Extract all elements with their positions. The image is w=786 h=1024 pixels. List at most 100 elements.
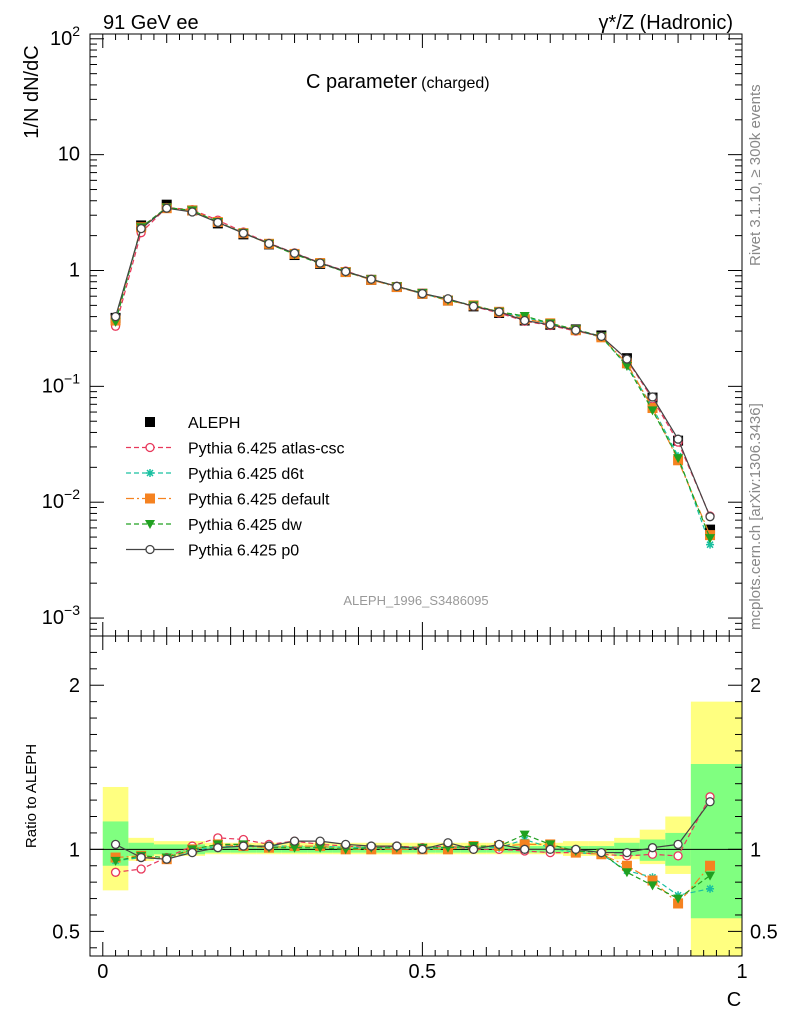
legend-marker-2 — [146, 469, 154, 477]
ratio-ytick-label: 2 — [69, 675, 80, 697]
ratio-ytick-label-right: 0.5 — [750, 921, 778, 943]
ratio-point-4 — [110, 839, 121, 850]
mcplots-label: mcplots.cern.ch [arXiv:1306.3436] — [747, 403, 764, 630]
main-point-5 — [289, 248, 300, 258]
main-line-4 — [115, 206, 711, 539]
uncertainty-bands — [102, 701, 742, 956]
title-sub: (charged) — [421, 75, 489, 92]
main-point-5 — [366, 274, 376, 284]
ratio-point-4 — [315, 836, 325, 846]
main-point-5 — [494, 307, 504, 317]
ratio-point-4 — [264, 841, 274, 851]
ratio-point-4 — [366, 841, 376, 851]
ratio-ytick-label-right: 2 — [750, 675, 761, 697]
ratio-point-4 — [468, 844, 479, 854]
main-ytick-label: 10−3 — [42, 602, 80, 629]
main-point-5 — [341, 266, 351, 277]
ratio-point-2 — [647, 875, 658, 886]
ratio-point-4 — [136, 852, 146, 863]
main-point-2 — [706, 540, 715, 549]
main-point-5 — [571, 325, 581, 335]
main-point-4 — [647, 406, 658, 416]
ratio-point-4 — [647, 843, 658, 853]
ratio-point-3 — [705, 871, 716, 881]
ratio-point-4 — [494, 839, 504, 850]
main-ytick-label: 10 — [58, 144, 80, 166]
ratio-point-3 — [647, 881, 658, 891]
ratio-point-4 — [238, 841, 249, 851]
main-point-5 — [162, 203, 172, 213]
main-panel-series — [110, 199, 716, 549]
band-green-23 — [690, 764, 742, 919]
legend-label-1: Pythia 6.425 atlas-csc — [188, 441, 345, 458]
ratio-line-0 — [115, 796, 711, 873]
main-point-5 — [622, 354, 632, 364]
analysis-label: ALEPH_1996_S3486095 — [343, 593, 488, 608]
ratio-point-3 — [289, 843, 300, 853]
ratio-ylabel: Ratio to ALEPH — [23, 744, 40, 848]
ratio-ytick-label-right: 1 — [750, 839, 761, 861]
rivet-label: Rivet 3.1.10, ≥ 300k events — [747, 84, 764, 266]
ratio-point-4 — [545, 844, 555, 854]
ratio-frame — [89, 635, 743, 957]
ratio-point-4 — [520, 844, 530, 854]
ratio-point-4 — [162, 854, 172, 864]
ratio-point-0 — [110, 867, 121, 877]
ratio-point-4 — [341, 839, 351, 850]
ratio-point-3 — [621, 868, 632, 878]
ratio-point-3 — [110, 856, 121, 866]
main-point-5 — [392, 281, 402, 291]
legend-label-4: Pythia 6.425 dw — [188, 517, 302, 534]
ratio-point-1 — [706, 884, 715, 893]
ratio-point-4 — [213, 843, 223, 853]
xtick-label: 1 — [736, 961, 747, 983]
ratio-point-4 — [622, 847, 632, 858]
header-left: 91 GeV ee — [103, 12, 199, 34]
ratio-point-4 — [705, 797, 715, 807]
main-point-5 — [468, 301, 479, 312]
main-point-5 — [238, 228, 249, 238]
main-point-4 — [705, 534, 716, 544]
main-point-5 — [520, 315, 530, 326]
legend-marker-5 — [145, 544, 155, 555]
ratio-point-4 — [392, 841, 402, 851]
main-point-5 — [705, 512, 715, 522]
ratio-point-2 — [621, 860, 632, 871]
main-point-5 — [647, 392, 658, 402]
ratio-point-4 — [289, 836, 300, 846]
main-ytick-label: 10−2 — [42, 486, 80, 513]
main-point-5 — [443, 294, 453, 304]
legend-marker-0 — [145, 417, 155, 427]
legend-marker-3 — [145, 493, 155, 504]
ratio-panel-series — [110, 792, 716, 909]
main-point-5 — [545, 320, 555, 330]
main-point-5 — [596, 331, 607, 342]
ratio-point-4 — [187, 847, 197, 858]
main-point-4 — [621, 361, 632, 371]
title-main: C parameter — [306, 71, 417, 93]
ratio-point-0 — [673, 851, 683, 861]
main-point-0 — [705, 524, 716, 535]
main-ytick-label: 102 — [50, 23, 80, 50]
legend-label-2: Pythia 6.425 d6t — [188, 466, 304, 483]
ratio-point-0 — [136, 864, 146, 874]
legend: ALEPH Pythia 6.425 atlas-csc Pythia 6.425 … — [126, 415, 345, 560]
main-ytick-label: 1 — [69, 259, 80, 281]
main-point-5 — [136, 223, 146, 234]
main-point-5 — [417, 288, 428, 299]
legend-label-5: Pythia 6.425 p0 — [188, 543, 299, 560]
ratio-point-4 — [417, 844, 428, 854]
main-point-5 — [213, 217, 223, 228]
ratio-point-4 — [596, 847, 607, 858]
main-point-5 — [673, 434, 683, 444]
ratio-point-4 — [443, 838, 453, 848]
main-title: C parameter (charged) — [306, 71, 490, 93]
ratio-point-4 — [571, 844, 581, 854]
main-point-5 — [110, 311, 121, 322]
legend-label-0: ALEPH — [188, 415, 240, 432]
ratio-point-3 — [315, 843, 326, 853]
ratio-ytick-label: 1 — [69, 839, 80, 861]
xtick-label: 0.5 — [408, 961, 436, 983]
